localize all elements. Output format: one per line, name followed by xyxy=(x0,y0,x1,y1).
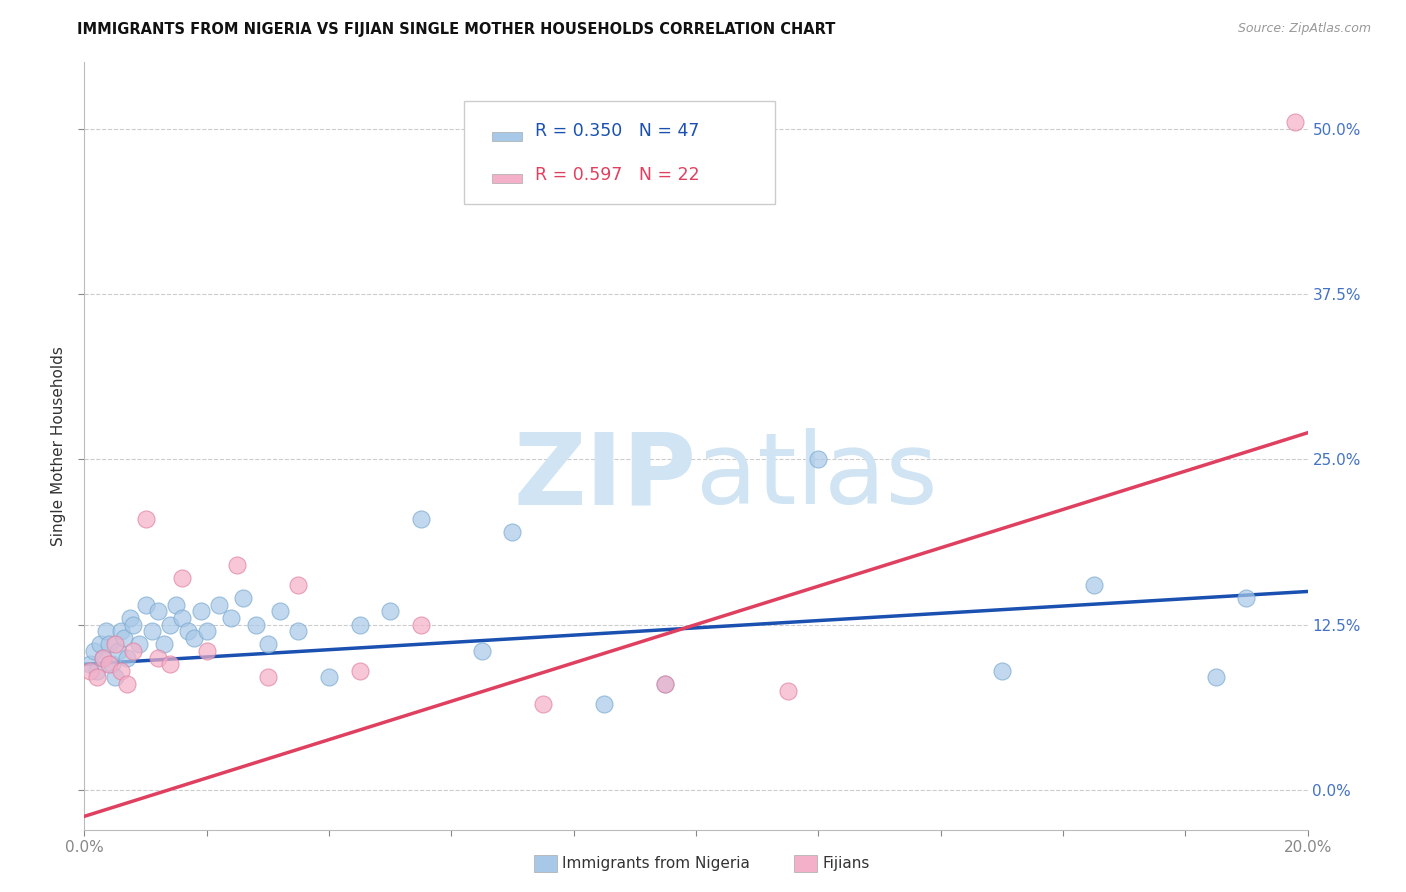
Text: atlas: atlas xyxy=(696,428,938,525)
Point xyxy=(287,578,309,592)
Point xyxy=(245,617,267,632)
Text: Immigrants from Nigeria: Immigrants from Nigeria xyxy=(562,856,751,871)
Point xyxy=(97,637,120,651)
Point xyxy=(146,604,169,618)
Point xyxy=(471,644,494,658)
Bar xyxy=(492,132,522,141)
Point xyxy=(380,604,402,618)
Point xyxy=(172,611,194,625)
Point xyxy=(190,604,212,618)
Point xyxy=(232,591,254,606)
Point xyxy=(776,683,799,698)
Point xyxy=(349,617,371,632)
Point xyxy=(257,637,280,651)
Point xyxy=(654,677,676,691)
Point xyxy=(159,657,181,672)
Point xyxy=(318,670,340,684)
Point xyxy=(654,677,676,691)
Point xyxy=(135,598,157,612)
Point xyxy=(86,670,108,684)
Point xyxy=(269,604,291,618)
Point xyxy=(97,657,120,672)
Point xyxy=(101,657,124,672)
Point xyxy=(110,624,132,639)
Point xyxy=(104,670,127,684)
Point xyxy=(83,644,105,658)
Point xyxy=(146,650,169,665)
Point xyxy=(159,617,181,632)
Text: R = 0.597   N = 22: R = 0.597 N = 22 xyxy=(534,166,699,184)
Point xyxy=(110,664,132,678)
Point xyxy=(86,664,108,678)
Point xyxy=(115,677,138,691)
Point xyxy=(153,637,176,651)
Bar xyxy=(492,175,522,183)
Point xyxy=(104,637,127,651)
Text: IMMIGRANTS FROM NIGERIA VS FIJIAN SINGLE MOTHER HOUSEHOLDS CORRELATION CHART: IMMIGRANTS FROM NIGERIA VS FIJIAN SINGLE… xyxy=(77,22,835,37)
Point xyxy=(531,697,554,711)
Point xyxy=(115,650,138,665)
Point xyxy=(112,631,135,645)
Point xyxy=(257,670,280,684)
Point xyxy=(807,452,830,467)
Text: Fijians: Fijians xyxy=(823,856,870,871)
Point xyxy=(79,657,101,672)
Point xyxy=(79,664,101,678)
Point xyxy=(502,524,524,539)
Point xyxy=(226,558,249,572)
Y-axis label: Single Mother Households: Single Mother Households xyxy=(51,346,66,546)
Point xyxy=(89,637,111,651)
Text: R = 0.350   N = 47: R = 0.350 N = 47 xyxy=(534,121,699,139)
Point xyxy=(219,611,242,625)
Point xyxy=(195,624,218,639)
Point xyxy=(172,571,194,585)
Point xyxy=(349,664,371,678)
Text: Source: ZipAtlas.com: Source: ZipAtlas.com xyxy=(1237,22,1371,36)
Point xyxy=(409,512,432,526)
Point xyxy=(991,664,1014,678)
Point xyxy=(165,598,187,612)
FancyBboxPatch shape xyxy=(464,101,776,204)
Point xyxy=(208,598,231,612)
Point xyxy=(287,624,309,639)
Point xyxy=(135,512,157,526)
Point xyxy=(195,644,218,658)
Point xyxy=(1236,591,1258,606)
Point xyxy=(122,644,145,658)
Point xyxy=(91,650,114,665)
Point xyxy=(409,617,432,632)
Text: ZIP: ZIP xyxy=(513,428,696,525)
Point xyxy=(94,624,117,639)
Point xyxy=(177,624,200,639)
Point xyxy=(122,617,145,632)
Point xyxy=(1284,115,1306,129)
Point xyxy=(128,637,150,651)
Point xyxy=(1083,578,1105,592)
Point xyxy=(91,650,114,665)
Point xyxy=(183,631,205,645)
Point xyxy=(593,697,616,711)
Point xyxy=(107,644,129,658)
Point xyxy=(1205,670,1227,684)
Point xyxy=(120,611,142,625)
Point xyxy=(141,624,163,639)
